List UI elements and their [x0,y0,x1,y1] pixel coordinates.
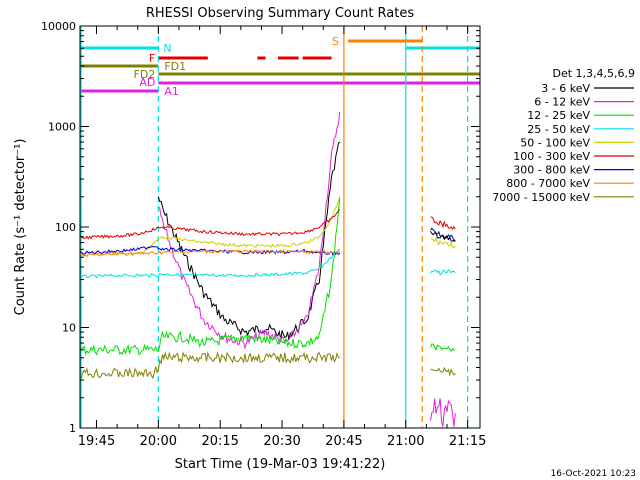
flag-label-fd2: FD2 [134,68,156,81]
x-tick-label: 20:00 [140,434,177,449]
legend-label: 7000 - 15000 keV [492,191,590,204]
legend-label: 800 - 7000 keV [506,177,590,190]
y-tick-label: 10 [62,322,76,335]
x-tick-label: 20:30 [263,434,300,449]
post-gap-segment [430,343,456,352]
post-gap-segment [430,398,456,427]
legend-label: 50 - 100 keV [520,136,590,149]
x-tick-label: 20:45 [325,434,362,449]
series-line [79,245,341,256]
series-line [79,196,341,356]
y-tick-label: 1 [69,422,76,435]
flag-label-fd1: FD1 [164,60,186,73]
legend-label: 6 - 12 keV [534,96,590,109]
x-tick-label: 21:00 [387,434,424,449]
post-gap-segment [430,216,456,231]
y-tick-label: 1000 [48,121,76,134]
flag-label-f: F [149,52,155,65]
post-gap-segment [430,227,456,242]
x-axis-label: Start Time (19-Mar-03 19:41:22) [175,457,386,472]
flag-label-a1: A1 [164,85,179,98]
legend-label: 300 - 800 keV [513,164,590,177]
post-gap-segment [430,237,456,249]
flag-label-s: S [332,35,339,48]
legend-label: 25 - 50 keV [527,123,590,136]
series-line [158,111,341,350]
plot-series [79,111,456,427]
series-line [79,196,341,256]
flag-label-ad: AD [139,76,155,89]
x-tick-label: 20:15 [201,434,238,449]
series-line [79,249,341,258]
post-gap-segment [430,366,456,377]
y-tick-label: 10000 [41,20,76,33]
timestamp: 16-Oct-2021 10:23 [551,469,636,479]
x-tick-label: 21:15 [449,434,486,449]
series-line [79,208,341,240]
flag-label-n: N [163,42,171,55]
x-axis-ticks: 19:45 20:00 20:15 20:30 20:45 21:00 21:15 [78,26,486,449]
legend-label: 3 - 6 keV [541,82,590,95]
chart-title: RHESSI Observing Summary Count Rates [146,6,415,21]
series-line [79,351,340,380]
legend-label: 100 - 300 keV [513,150,590,163]
post-gap-segment [430,269,456,276]
legend-title: Det 1,3,4,5,6,9 [552,67,635,80]
y-tick-label: 100 [55,221,76,234]
post-gap-segment [430,231,456,242]
x-tick-label: 19:45 [78,434,115,449]
series-line [79,248,340,279]
y-axis-label: Count Rate (s⁻¹ detector⁻¹) [13,139,28,316]
y-axis-ticks: 1 10 100 1000 10000 [41,20,480,435]
legend-label: 12 - 25 keV [527,109,590,122]
